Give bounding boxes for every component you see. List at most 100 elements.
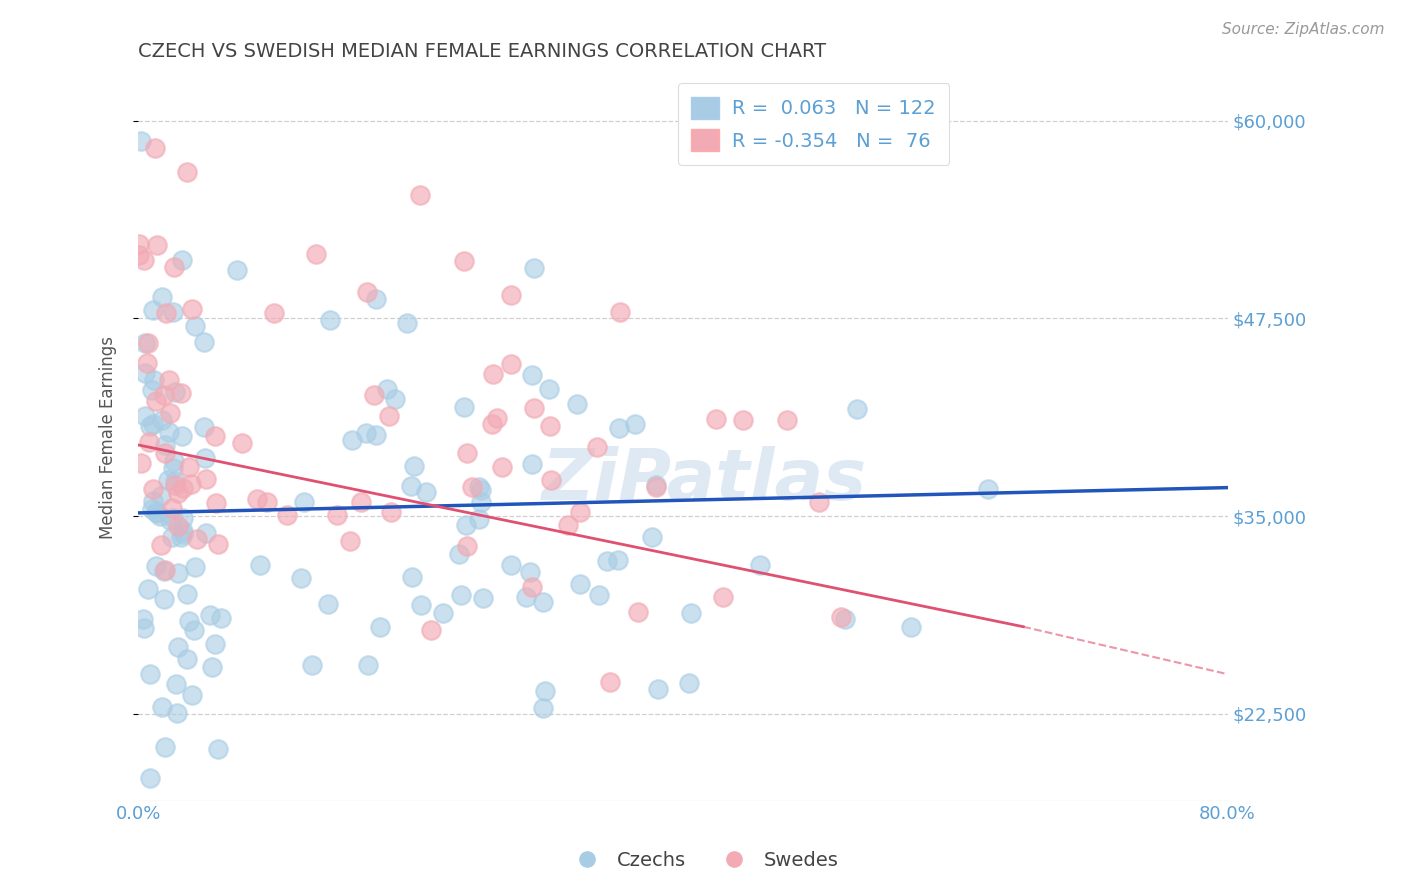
Point [155, 305, 177, 319]
Point [453, 254, 475, 268]
Point [167, 640, 190, 654]
Point [565, 396, 588, 410]
Point [733, 412, 755, 426]
Point [586, 440, 609, 454]
Point [186, 532, 208, 546]
Point [363, 388, 385, 402]
Point [807, 495, 830, 509]
Point [193, 420, 215, 434]
Point [499, 558, 522, 573]
Point [136, 582, 159, 596]
Point [432, 606, 454, 620]
Point [641, 530, 664, 544]
Point [319, 312, 342, 326]
Point [292, 495, 315, 509]
Point [176, 164, 198, 178]
Point [134, 366, 156, 380]
Point [159, 406, 181, 420]
Point [145, 394, 167, 409]
Point [679, 606, 702, 620]
Point [606, 553, 628, 567]
Point [181, 302, 204, 317]
Point [153, 563, 176, 577]
Point [139, 667, 162, 681]
Point [205, 495, 228, 509]
Point [501, 288, 523, 302]
Point [172, 481, 194, 495]
Point [172, 527, 194, 541]
Point [194, 451, 217, 466]
Point [184, 560, 207, 574]
Point [531, 595, 554, 609]
Point [157, 473, 180, 487]
Point [246, 491, 269, 506]
Point [163, 478, 186, 492]
Point [900, 620, 922, 634]
Point [354, 425, 377, 440]
Point [136, 336, 159, 351]
Point [537, 383, 560, 397]
Point [515, 590, 537, 604]
Point [976, 482, 998, 496]
Point [204, 637, 226, 651]
Point [678, 676, 700, 690]
Point [340, 434, 363, 448]
Point [522, 260, 544, 275]
Point [519, 565, 541, 579]
Point [193, 334, 215, 349]
Point [183, 623, 205, 637]
Point [209, 611, 232, 625]
Point [157, 373, 180, 387]
Point [150, 490, 173, 504]
Text: CZECH VS SWEDISH MEDIAN FEMALE EARNINGS CORRELATION CHART: CZECH VS SWEDISH MEDIAN FEMALE EARNINGS … [138, 42, 827, 61]
Point [339, 533, 361, 548]
Point [134, 336, 156, 351]
Point [456, 446, 478, 460]
Point [454, 517, 477, 532]
Point [419, 623, 441, 637]
Text: Source: ZipAtlas.com: Source: ZipAtlas.com [1222, 22, 1385, 37]
Point [146, 506, 169, 520]
Point [523, 401, 546, 415]
Point [153, 592, 176, 607]
Point [200, 608, 222, 623]
Point [596, 554, 619, 568]
Point [711, 590, 734, 604]
Point [170, 530, 193, 544]
Point [263, 306, 285, 320]
Point [599, 675, 621, 690]
Point [368, 620, 391, 634]
Point [749, 558, 772, 573]
Point [150, 290, 173, 304]
Point [181, 688, 204, 702]
Point [357, 658, 380, 673]
Point [380, 505, 402, 519]
Legend: Czechs, Swedes: Czechs, Swedes [560, 843, 846, 878]
Point [195, 472, 218, 486]
Point [468, 511, 491, 525]
Point [470, 483, 492, 498]
Point [231, 436, 253, 450]
Point [375, 382, 398, 396]
Point [195, 526, 218, 541]
Point [159, 513, 181, 527]
Point [176, 652, 198, 666]
Point [482, 368, 505, 382]
Point [172, 253, 194, 268]
Y-axis label: Median Female Earnings: Median Female Earnings [100, 335, 117, 539]
Point [520, 368, 543, 383]
Point [588, 588, 610, 602]
Point [145, 505, 167, 519]
Point [366, 292, 388, 306]
Point [166, 486, 188, 500]
Point [145, 559, 167, 574]
Point [447, 547, 470, 561]
Point [142, 483, 165, 497]
Point [401, 569, 423, 583]
Point [128, 237, 150, 252]
Point [404, 458, 426, 473]
Point [162, 305, 184, 319]
Point [149, 508, 172, 523]
Point [846, 402, 869, 417]
Point [276, 508, 298, 522]
